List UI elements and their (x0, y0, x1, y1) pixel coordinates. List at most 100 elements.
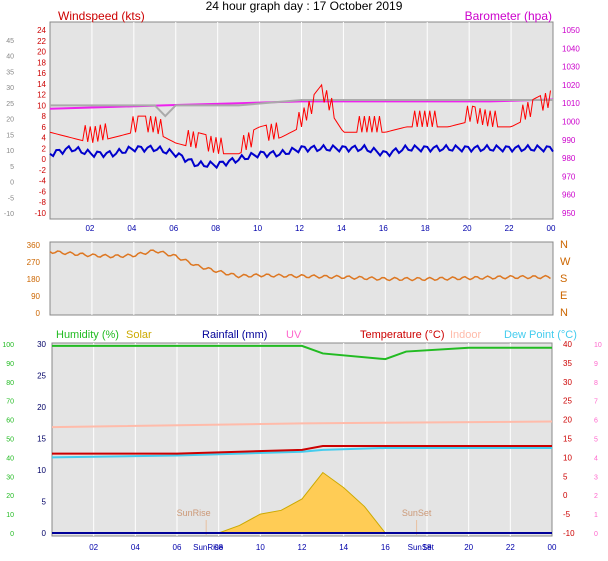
direction-tick-label: 90 (31, 292, 40, 301)
gust-line (49, 83, 551, 155)
baro-tick-label: 1030 (562, 63, 580, 72)
wind-tick-label: 12 (37, 91, 46, 100)
temperature-line (52, 445, 552, 455)
x-tick-label: SunSet (408, 543, 435, 552)
humidity-tick-label: 90 (6, 361, 14, 368)
baro-tick-label: 950 (562, 209, 576, 218)
direction-tick-label: 0 (36, 309, 41, 318)
x-tick-label: 18 (421, 224, 430, 233)
outer-tick-label: 35 (6, 69, 14, 76)
panel-wind-baro: Windspeed (kts) Barometer (hpa) 24222018… (4, 9, 580, 233)
legend-item: Indoor (450, 329, 482, 341)
outer-tick-label: 30 (6, 85, 14, 92)
uv-tick-label: 8 (594, 380, 598, 387)
humidity-tick-label: 20 (6, 493, 14, 500)
direction-tick-label: 360 (27, 241, 41, 250)
temp-tick-label: 0 (563, 491, 568, 500)
outer-tick-label: 10 (6, 148, 14, 155)
x-tick-label: 10 (253, 224, 262, 233)
outer-tick-label: -5 (8, 195, 14, 202)
temp-tick-label: 5 (563, 472, 568, 481)
chart-title: 24 hour graph day : 17 October 2019 (206, 0, 403, 13)
wind-tick-label: -6 (39, 187, 47, 196)
uv-tick-label: 6 (594, 418, 598, 425)
baro-tick-label: 1020 (562, 81, 580, 90)
x-tick-label: 02 (89, 543, 98, 552)
x-tick-label: 08 (214, 543, 223, 552)
wind-direction-line (49, 249, 551, 282)
uv-tick-label: 10 (594, 342, 602, 349)
wind-tick-label: -10 (34, 209, 46, 218)
temp-tick-label: 35 (563, 359, 572, 368)
temp-tick-label: 25 (563, 397, 572, 406)
wind-tick-label: -8 (39, 198, 47, 207)
x-tick-label: 22 (506, 543, 515, 552)
baro-tick-label: 960 (562, 191, 576, 200)
solar-area (218, 471, 387, 534)
baro-tick-label: 970 (562, 172, 576, 181)
uv-tick-label: 2 (594, 493, 598, 500)
wind-tick-label: 4 (42, 134, 47, 143)
x-tick-label: 16 (381, 543, 390, 552)
temp-tick-label: -5 (563, 510, 571, 519)
uv-tick-label: 0 (594, 531, 598, 538)
humidity-tick-label: 40 (6, 455, 14, 462)
direction-tick-label: 180 (27, 275, 41, 284)
humidity-tick-label: 50 (6, 437, 14, 444)
uv-tick-label: 1 (594, 512, 598, 519)
legend-item: Temperature (°C) (360, 329, 444, 341)
x-tick-label: 06 (169, 224, 178, 233)
wind-tick-label: 18 (37, 58, 46, 67)
legend-item: UV (286, 329, 302, 341)
wind-tick-label: 2 (42, 144, 47, 153)
baro-tick-label: 1000 (562, 118, 580, 127)
wind-tick-label: 22 (37, 37, 46, 46)
x-tick-label: SunRise (193, 543, 224, 552)
humidity-tick-label: 60 (6, 418, 14, 425)
x-tick-label: 04 (127, 224, 136, 233)
baro-tick-label: 1040 (562, 44, 580, 53)
sunset-label: SunSet (402, 508, 432, 518)
compass-label: N (560, 307, 568, 319)
sunrise-label: SunRise (177, 508, 211, 518)
x-tick-label: 22 (505, 224, 514, 233)
rain-tick-label: 25 (37, 372, 46, 381)
uv-tick-label: 4 (594, 455, 598, 462)
baro-tick-label: 1010 (562, 99, 580, 108)
uv-tick-label: 5 (594, 437, 598, 444)
panel-temp-hum: Humidity (%) Solar Rainfall (mm) UV Temperat… (2, 329, 602, 552)
legend-item: Solar (126, 329, 152, 341)
uv-tick-label: 3 (594, 474, 598, 481)
humidity-tick-label: 0 (10, 531, 14, 538)
rain-tick-label: 30 (37, 340, 46, 349)
outer-tick-label: -10 (4, 211, 14, 218)
humidity-tick-label: 70 (6, 399, 14, 406)
temp-tick-label: 15 (563, 435, 572, 444)
x-tick-label: 00 (547, 224, 556, 233)
compass-label: S (560, 273, 567, 285)
rain-tick-label: 0 (42, 529, 47, 538)
baro-axis-label: Barometer (hpa) (465, 9, 552, 23)
wind-tick-label: 6 (42, 123, 47, 132)
x-tick-label: 12 (298, 543, 307, 552)
legend-item: Dew Point (°C) (504, 329, 577, 341)
x-tick-label: 06 (173, 543, 182, 552)
outer-tick-label: 25 (6, 101, 14, 108)
humidity-line (52, 344, 552, 361)
temp-tick-label: -10 (563, 529, 575, 538)
legend-item: Humidity (%) (56, 329, 119, 341)
wind-tick-label: 0 (42, 155, 47, 164)
dewpoint-line (51, 446, 552, 459)
humidity-tick-label: 30 (6, 474, 14, 481)
wind-tick-label: 24 (37, 26, 46, 35)
temp-tick-label: 20 (563, 416, 572, 425)
uv-tick-label: 7 (594, 399, 598, 406)
x-tick-label: 18 (423, 543, 432, 552)
wind-tick-label: 8 (42, 112, 47, 121)
x-tick-label: 00 (548, 543, 557, 552)
x-tick-label: 14 (337, 224, 346, 233)
wind-tick-label: 16 (37, 69, 46, 78)
wind-tick-label: -4 (39, 177, 47, 186)
baro-tick-label: 990 (562, 136, 576, 145)
